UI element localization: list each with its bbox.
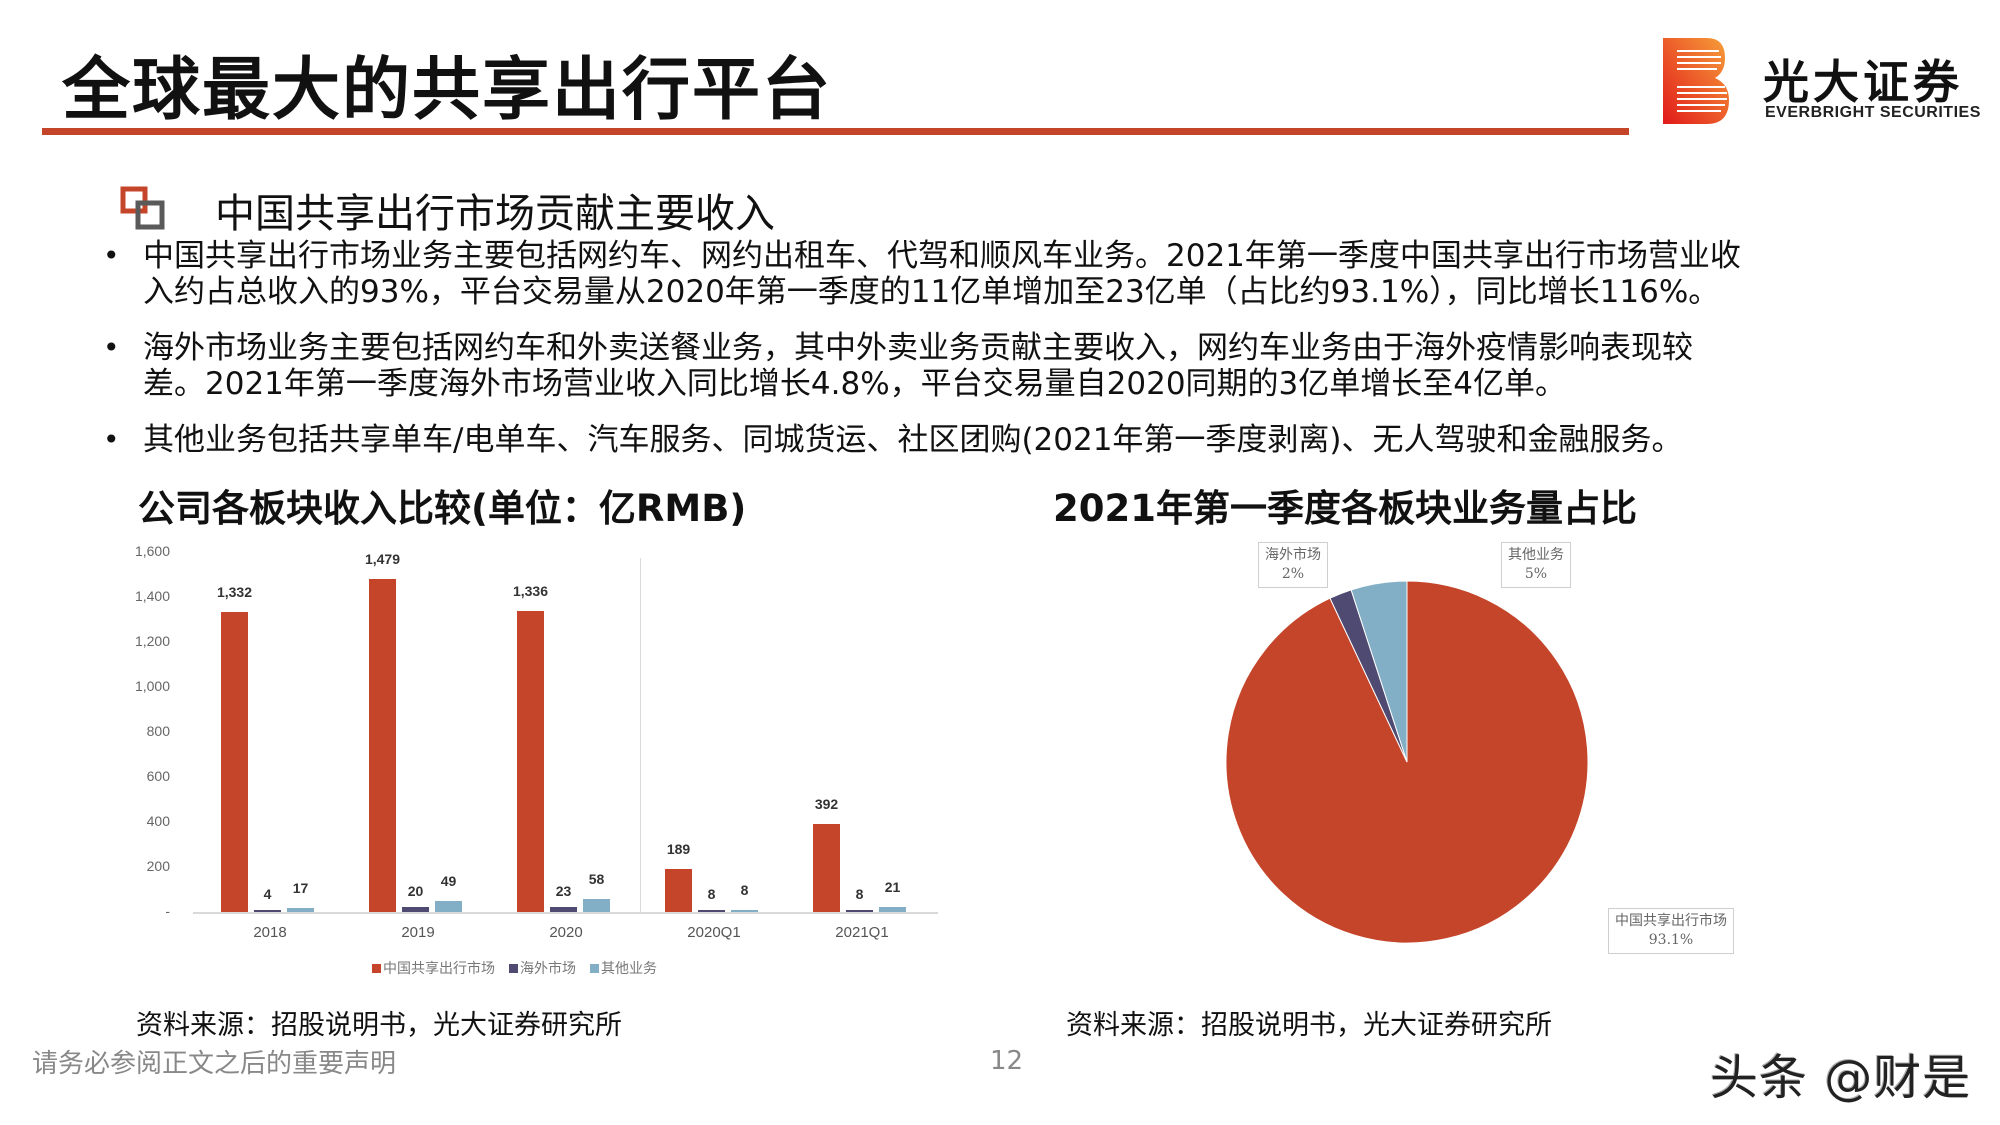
bar-value-label: 4 [263,886,272,902]
x-axis-label: 2020 [549,924,583,941]
bullet-text: 其他业务包括共享单车/电单车、汽车服务、同城货运、社区团购(2021年第一季度剥… [143,422,1683,458]
bar [254,910,281,912]
x-axis-line [193,912,938,914]
page-number: 12 [990,1046,1024,1076]
pie-label-china: 中国共享出行市场 93.1% [1608,908,1734,954]
bar-value-label: 17 [292,880,309,897]
bar-value-label: 8 [740,882,749,898]
legend-label: 中国共享出行市场 [383,961,495,977]
bullet-item: • 中国共享出行市场业务主要包括网约车、网约出租车、代驾和顺风车业务。2021年… [100,238,1920,310]
bar-value-label: 1,332 [216,584,253,601]
business-share-pie-chart [1225,580,1589,944]
y-axis-tick: 200 [146,857,170,874]
bar [846,910,873,912]
legend-swatch-icon [509,964,518,973]
bar [879,907,906,912]
company-logo: 光大证券 EVERBRIGHT SECURITIES [1663,38,1980,128]
x-axis-label: 2018 [253,924,287,941]
pie-label-other: 其他业务 5% [1501,542,1571,588]
bullet-marker: • [103,239,120,272]
y-axis-tick: 600 [146,767,170,784]
bullet-text: 海外市场业务主要包括网约车和外卖送餐业务，其中外卖业务贡献主要收入，网约车业务由… [143,330,1693,366]
bar-value-label: 8 [855,886,864,902]
bullet-text: 差。2021年第一季度海外市场营业收入同比增长4.8%，平台交易量自2020同期… [143,366,1566,402]
legend-item: 其他业务 [590,958,657,978]
section-heading: 中国共享出行市场贡献主要收入 [215,191,775,237]
bullet-text: 中国共享出行市场业务主要包括网约车、网约出租车、代驾和顺风车业务。2021年第一… [143,238,1741,274]
x-axis-label: 2021Q1 [835,924,889,941]
bar [369,579,396,912]
bullet-list: • 中国共享出行市场业务主要包括网约车、网约出租车、代驾和顺风车业务。2021年… [100,238,1920,478]
pie-chart-source: 资料来源：招股说明书，光大证券研究所 [1066,1010,1552,1041]
bar-value-label: 1,336 [512,583,549,600]
bar-value-label: 8 [707,886,716,902]
y-axis-tick: 400 [146,812,170,829]
bullet-marker: • [103,331,120,364]
disclaimer: 请务必参阅正文之后的重要声明 [32,1049,397,1079]
legend-swatch-icon [590,964,599,973]
everbright-b-logo-icon [1663,38,1729,124]
bar [698,910,725,912]
bar-chart-title: 公司各板块收入比较(单位：亿RMB) [138,487,747,530]
pie-slice [1350,580,1408,763]
bullet-item: • 其他业务包括共享单车/电单车、汽车服务、同城货运、社区团购(2021年第一季… [100,422,1920,458]
bar [583,898,610,912]
bar [731,910,758,912]
chart-legend: 中国共享出行市场 海外市场 其他业务 [372,958,671,978]
logo-name-cn: 光大证券 [1763,55,1963,109]
bar-value-label: 392 [814,795,839,812]
bar [665,869,692,912]
bar-value-label: 21 [884,879,901,896]
bar-value-label: 1,479 [364,551,401,568]
x-axis-label: 2020Q1 [687,924,741,941]
title-divider [42,128,1629,135]
y-axis-tick: - [165,903,170,919]
bullet-marker: • [103,423,120,456]
bullet-text: 入约占总收入的93%，平台交易量从2020年第一季度的11亿单增加至23亿单（占… [143,274,1720,310]
y-axis-tick: 1,400 [134,587,170,604]
bar [402,907,429,912]
legend-item: 中国共享出行市场 [372,958,495,978]
watermark: 头条 @财是 [1710,1050,1972,1106]
bar [221,612,248,912]
bar [813,823,840,912]
pie-label-overseas: 海外市场 2% [1258,542,1328,588]
bullet-item: • 海外市场业务主要包括网约车和外卖送餐业务，其中外卖业务贡献主要收入，网约车业… [100,330,1920,402]
pie-chart-title: 2021年第一季度各板块业务量占比 [1053,487,1637,530]
legend-item: 海外市场 [509,958,576,978]
logo-name-en: EVERBRIGHT SECURITIES [1765,104,1981,121]
bar-value-label: 58 [588,870,605,887]
legend-label: 海外市场 [520,961,576,977]
bar-value-label: 23 [555,882,572,899]
y-axis-tick: 1,000 [134,677,170,694]
revenue-bar-chart: 1,600 1,400 1,200 1,000 800 600 400 200 - 1,332 4 1… [120,540,940,980]
y-axis-tick: 1,600 [134,542,170,559]
page-title: 全球最大的共享出行平台 [62,51,833,130]
period-separator [640,558,641,912]
bar-value-label: 20 [407,883,424,900]
bar [517,611,544,912]
y-axis-tick: 800 [146,722,170,739]
y-axis-tick: 1,200 [134,632,170,649]
bar [550,906,577,912]
legend-swatch-icon [372,964,381,973]
overlapping-squares-icon [120,186,165,230]
bar [435,900,462,912]
bar-value-label: 49 [440,872,457,889]
bar-chart-source: 资料来源：招股说明书，光大证券研究所 [136,1010,622,1041]
bar-value-label: 189 [666,841,691,858]
legend-label: 其他业务 [601,961,657,977]
x-axis-label: 2019 [401,924,435,941]
bar [287,908,314,912]
